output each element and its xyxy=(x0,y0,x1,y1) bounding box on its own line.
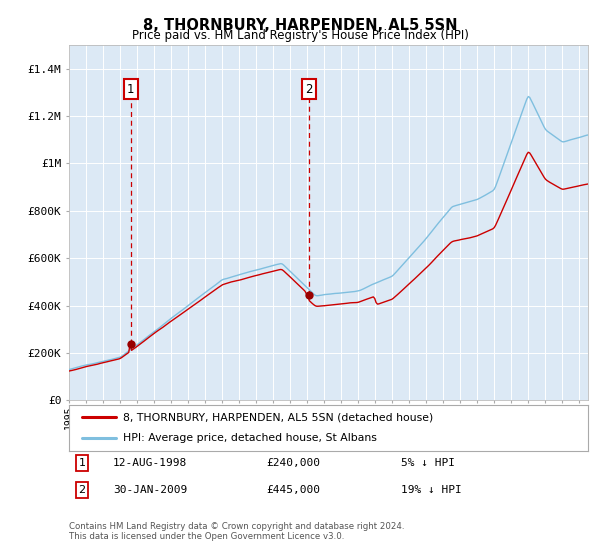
Text: Price paid vs. HM Land Registry's House Price Index (HPI): Price paid vs. HM Land Registry's House … xyxy=(131,29,469,42)
Text: 2: 2 xyxy=(305,83,313,96)
Text: 19% ↓ HPI: 19% ↓ HPI xyxy=(401,485,462,495)
Text: 8, THORNBURY, HARPENDEN, AL5 5SN (detached house): 8, THORNBURY, HARPENDEN, AL5 5SN (detach… xyxy=(124,412,434,422)
Text: 30-JAN-2009: 30-JAN-2009 xyxy=(113,485,187,495)
Text: Contains HM Land Registry data © Crown copyright and database right 2024.
This d: Contains HM Land Registry data © Crown c… xyxy=(69,522,404,542)
Text: £445,000: £445,000 xyxy=(266,485,320,495)
Text: HPI: Average price, detached house, St Albans: HPI: Average price, detached house, St A… xyxy=(124,433,377,444)
Text: 1: 1 xyxy=(79,458,85,468)
Text: 12-AUG-1998: 12-AUG-1998 xyxy=(113,458,187,468)
Text: 2: 2 xyxy=(79,485,86,495)
Text: £240,000: £240,000 xyxy=(266,458,320,468)
Text: 5% ↓ HPI: 5% ↓ HPI xyxy=(401,458,455,468)
Text: 1: 1 xyxy=(127,83,134,96)
Text: 8, THORNBURY, HARPENDEN, AL5 5SN: 8, THORNBURY, HARPENDEN, AL5 5SN xyxy=(143,18,457,33)
